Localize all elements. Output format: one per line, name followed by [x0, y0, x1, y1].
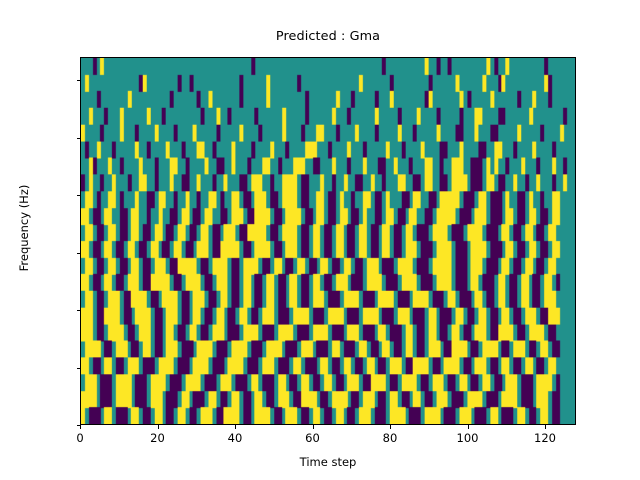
- x-tick-label: 100: [456, 431, 479, 445]
- heatmap-canvas: [81, 58, 575, 424]
- x-tick-label: 0: [76, 431, 84, 445]
- x-tick-mark: [235, 425, 236, 429]
- y-tick-mark: [76, 137, 80, 139]
- x-tick-mark: [157, 425, 159, 429]
- x-tick-label: 20: [150, 431, 165, 445]
- x-tick-mark: [312, 425, 314, 429]
- y-tick-mark: [76, 425, 80, 426]
- y-tick-mark: [76, 252, 80, 254]
- x-tick-mark: [545, 425, 546, 429]
- x-tick-mark: [390, 425, 391, 429]
- x-tick-mark: [467, 425, 469, 429]
- x-tick-label: 40: [227, 431, 243, 445]
- page-title: Predicted : Gma: [275, 29, 381, 44]
- x-axis-label: Time step: [299, 455, 357, 469]
- y-tick-mark: [76, 310, 80, 311]
- y-tick-mark: [76, 367, 80, 369]
- x-tick-label: 120: [534, 431, 556, 445]
- x-tick-label: 60: [305, 431, 320, 445]
- y-tick-mark: [76, 80, 80, 81]
- x-tick-label: 80: [382, 431, 398, 445]
- y-tick-mark: [76, 195, 80, 196]
- y-axis-label: Frequency (Hz): [17, 184, 31, 272]
- x-tick-mark: [80, 425, 81, 429]
- heatmap-axes: [80, 57, 576, 425]
